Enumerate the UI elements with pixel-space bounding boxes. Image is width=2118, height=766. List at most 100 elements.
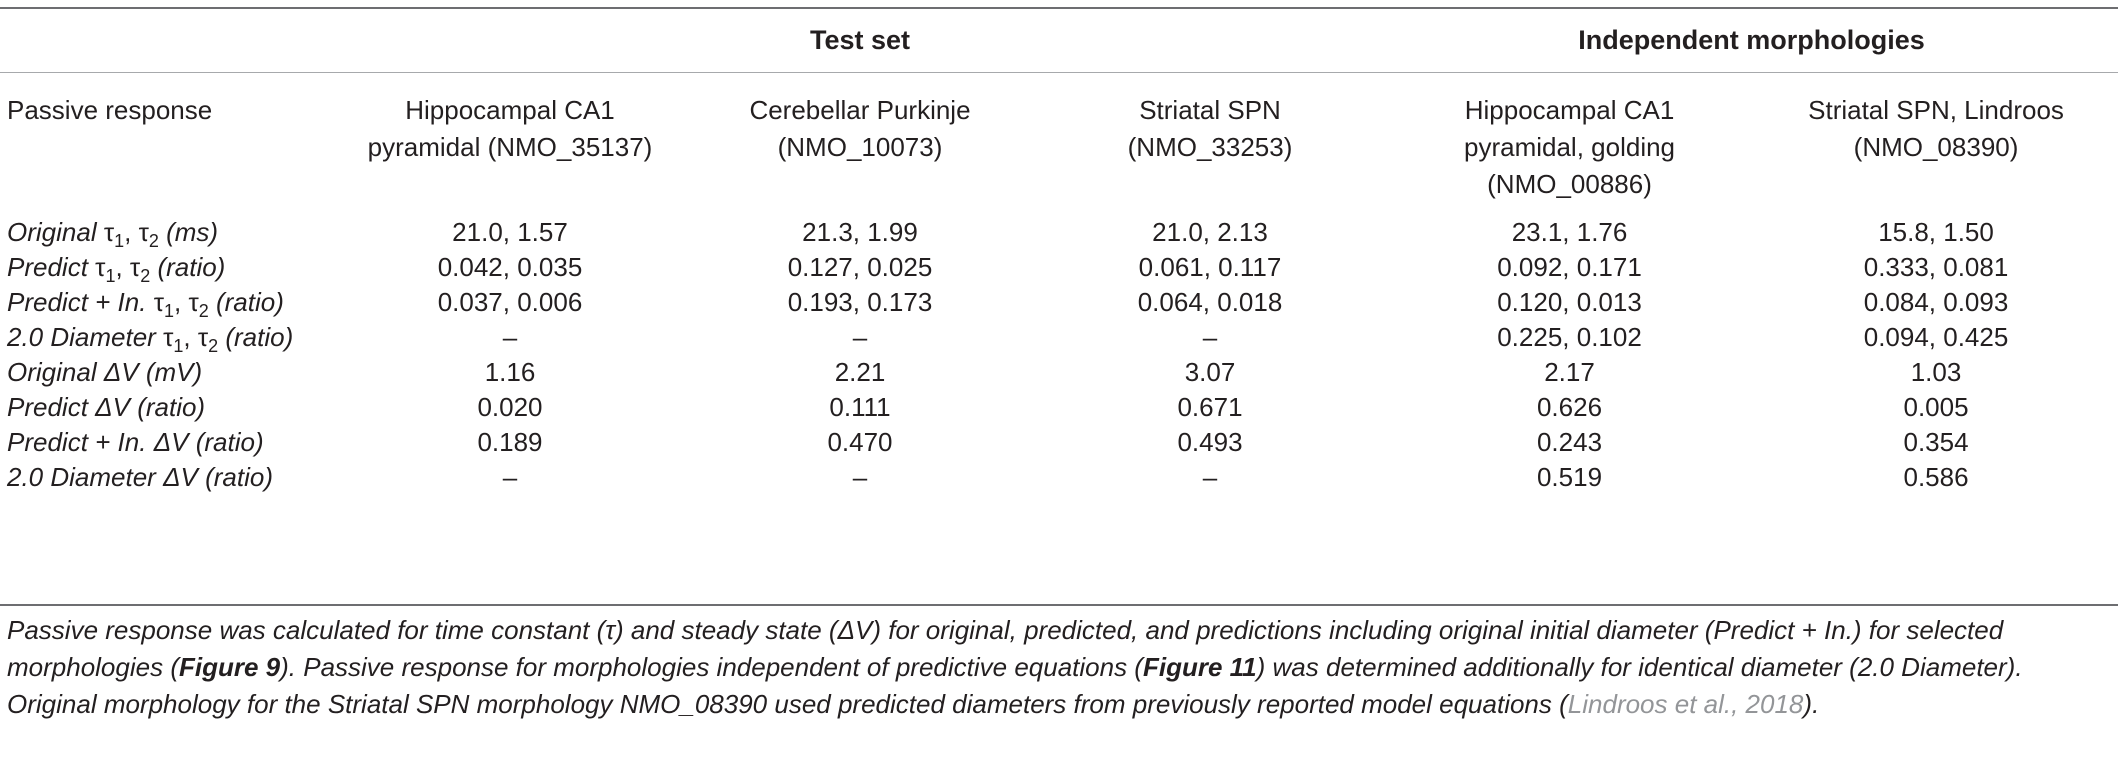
tau-symbol: τ1, τ2: [103, 217, 159, 252]
delta-v-glyph: ΔV: [163, 462, 198, 492]
header-col-2: Cerebellar Purkinje (NMO_10073): [685, 72, 1035, 215]
table-cell: 0.111: [829, 392, 891, 422]
row-label-prefix: Predict + In.: [7, 287, 147, 317]
table-cell: 0.519: [1536, 462, 1603, 492]
delta-v-symbol: ΔV: [104, 357, 139, 387]
row-label: Original ΔV (mV): [0, 355, 335, 390]
subscript: 2: [208, 336, 219, 357]
table-cell: 0.193, 0.173: [787, 287, 933, 317]
row-label-unit: (ms): [166, 217, 219, 247]
table-cell: 2.17: [1544, 357, 1595, 387]
table-cell: 0.042, 0.035: [437, 252, 583, 282]
table-cell: 0.127, 0.025: [787, 252, 933, 282]
citation-link[interactable]: Lindroos et al., 2018: [1567, 689, 1804, 719]
subscript: 2: [198, 301, 209, 322]
subscript: 1: [105, 266, 116, 287]
table-cell: 0.120, 0.013: [1497, 287, 1642, 317]
tau-symbol: τ1, τ2: [153, 287, 209, 322]
tau-glyph: τ: [163, 322, 174, 352]
table-cell: –: [852, 322, 868, 352]
row-label-prefix: Original: [7, 357, 97, 387]
tau-glyph: τ: [129, 252, 141, 282]
table-cell: –: [502, 322, 518, 352]
row-label-unit: (mV): [145, 357, 203, 387]
row-label-unit: (ratio): [157, 252, 226, 282]
table-cell: 0.354: [1903, 427, 1969, 457]
tau-glyph: τ: [103, 217, 115, 247]
table-cell: 21.3, 1.99: [802, 217, 918, 247]
header-line: Striatal SPN: [1139, 95, 1281, 125]
table-row: Predict + In. ΔV (ratio) 0.189 0.470 0.493 0…: [0, 425, 2118, 460]
caption-text: ).: [1803, 689, 1820, 719]
table-cell: 1.16: [484, 357, 536, 387]
table-cell: 0.084, 0.093: [1863, 287, 2009, 317]
table-cell: –: [1202, 322, 1218, 352]
row-label: Predict τ1, τ2 (ratio): [0, 250, 335, 285]
row-label: 2.0 Diameter τ1, τ2 (ratio): [0, 320, 335, 355]
row-label-unit: (ratio): [215, 287, 284, 317]
table-cell: –: [852, 462, 868, 492]
delta-v-symbol: ΔV: [154, 427, 189, 457]
caption-text: ) was determined additionally for identi…: [7, 652, 2023, 719]
header-line: Hippocampal CA1: [405, 95, 615, 125]
subscript: 1: [173, 336, 184, 357]
header-col-5: Striatal SPN, Lindroos (NMO_08390): [1754, 72, 2118, 215]
table-row: 2.0 Diameter τ1, τ2 (ratio) – – – 0.225, 0.1…: [0, 320, 2118, 355]
delta-v-glyph: ΔV: [95, 392, 130, 422]
group-header-row: Test set Independent morphologies: [0, 9, 2118, 72]
header-line: pyramidal (NMO_35137): [367, 132, 653, 162]
table-body: Original τ1, τ2 (ms) 21.0, 1.57 21.3, 1.99…: [0, 215, 2118, 495]
subscript: 1: [163, 301, 174, 322]
row-label: Original τ1, τ2 (ms): [0, 215, 335, 250]
subscript: 2: [140, 266, 151, 287]
table-cell: 0.333, 0.081: [1863, 252, 2009, 282]
row-label-prefix: 2.0 Diameter: [7, 322, 156, 352]
row-label-unit: (ratio): [205, 462, 274, 492]
top-rule: [0, 7, 2118, 9]
header-line: (NMO_33253): [1127, 132, 1293, 162]
delta-v-symbol: ΔV: [163, 462, 198, 492]
row-label-prefix: Predict + In.: [7, 427, 147, 457]
caption-text: ). Passive response for morphologies ind…: [280, 652, 1143, 682]
delta-v-glyph: ΔV: [103, 357, 139, 387]
bottom-rule: [0, 604, 2118, 606]
header-col-1: Hippocampal CA1 pyramidal (NMO_35137): [335, 72, 685, 215]
row-label-prefix: 2.0 Diameter: [7, 462, 156, 492]
table-cell: 0.586: [1903, 462, 1969, 492]
tau-glyph: τ: [188, 287, 199, 317]
table-cell: 0.092, 0.171: [1497, 252, 1642, 282]
table-cell: –: [1202, 462, 1218, 492]
tau-symbol: τ1, τ2: [163, 322, 219, 357]
table-cell: 21.0, 2.13: [1152, 217, 1268, 247]
table-cell: 0.064, 0.018: [1137, 287, 1283, 317]
passive-response-table: Test set Independent morphologies Passiv…: [0, 9, 2118, 495]
table-cell: 0.671: [1177, 392, 1243, 422]
header-line: (NMO_00886): [1487, 169, 1652, 199]
header-col-4: Hippocampal CA1 pyramidal, golding (NMO_…: [1385, 72, 1754, 215]
table-cell: 0.020: [477, 392, 543, 422]
row-label: Predict ΔV (ratio): [0, 390, 335, 425]
header-col-3: Striatal SPN (NMO_33253): [1035, 72, 1385, 215]
table-cell: 0.061, 0.117: [1138, 252, 1282, 282]
row-label-prefix: Predict: [7, 392, 88, 422]
table-cell: 21.0, 1.57: [452, 217, 568, 247]
row-label: 2.0 Diameter ΔV (ratio): [0, 460, 335, 495]
figure-9-link[interactable]: Figure 9: [178, 652, 281, 682]
table-cell: 0.037, 0.006: [437, 287, 583, 317]
table-cell: 0.189: [477, 427, 543, 457]
header-line: (NMO_08390): [1853, 132, 2019, 162]
tau-glyph: τ: [95, 252, 106, 282]
header-line: (NMO_10073): [777, 132, 943, 162]
header-line: Hippocampal CA1: [1464, 95, 1675, 125]
figure-11-link[interactable]: Figure 11: [1142, 652, 1257, 682]
table-cell: 0.225, 0.102: [1497, 322, 1642, 352]
group-independent: Independent morphologies: [1578, 25, 1925, 55]
table-row: 2.0 Diameter ΔV (ratio) – – – 0.519 0.586: [0, 460, 2118, 495]
delta-v-glyph: ΔV: [153, 427, 189, 457]
tau-glyph: τ: [138, 217, 149, 247]
subscript: 1: [114, 231, 125, 252]
row-label: Predict + In. ΔV (ratio): [0, 425, 335, 460]
table-cell: 0.094, 0.425: [1863, 322, 2009, 352]
table-row: Predict ΔV (ratio) 0.020 0.111 0.671 0.626 0.…: [0, 390, 2118, 425]
